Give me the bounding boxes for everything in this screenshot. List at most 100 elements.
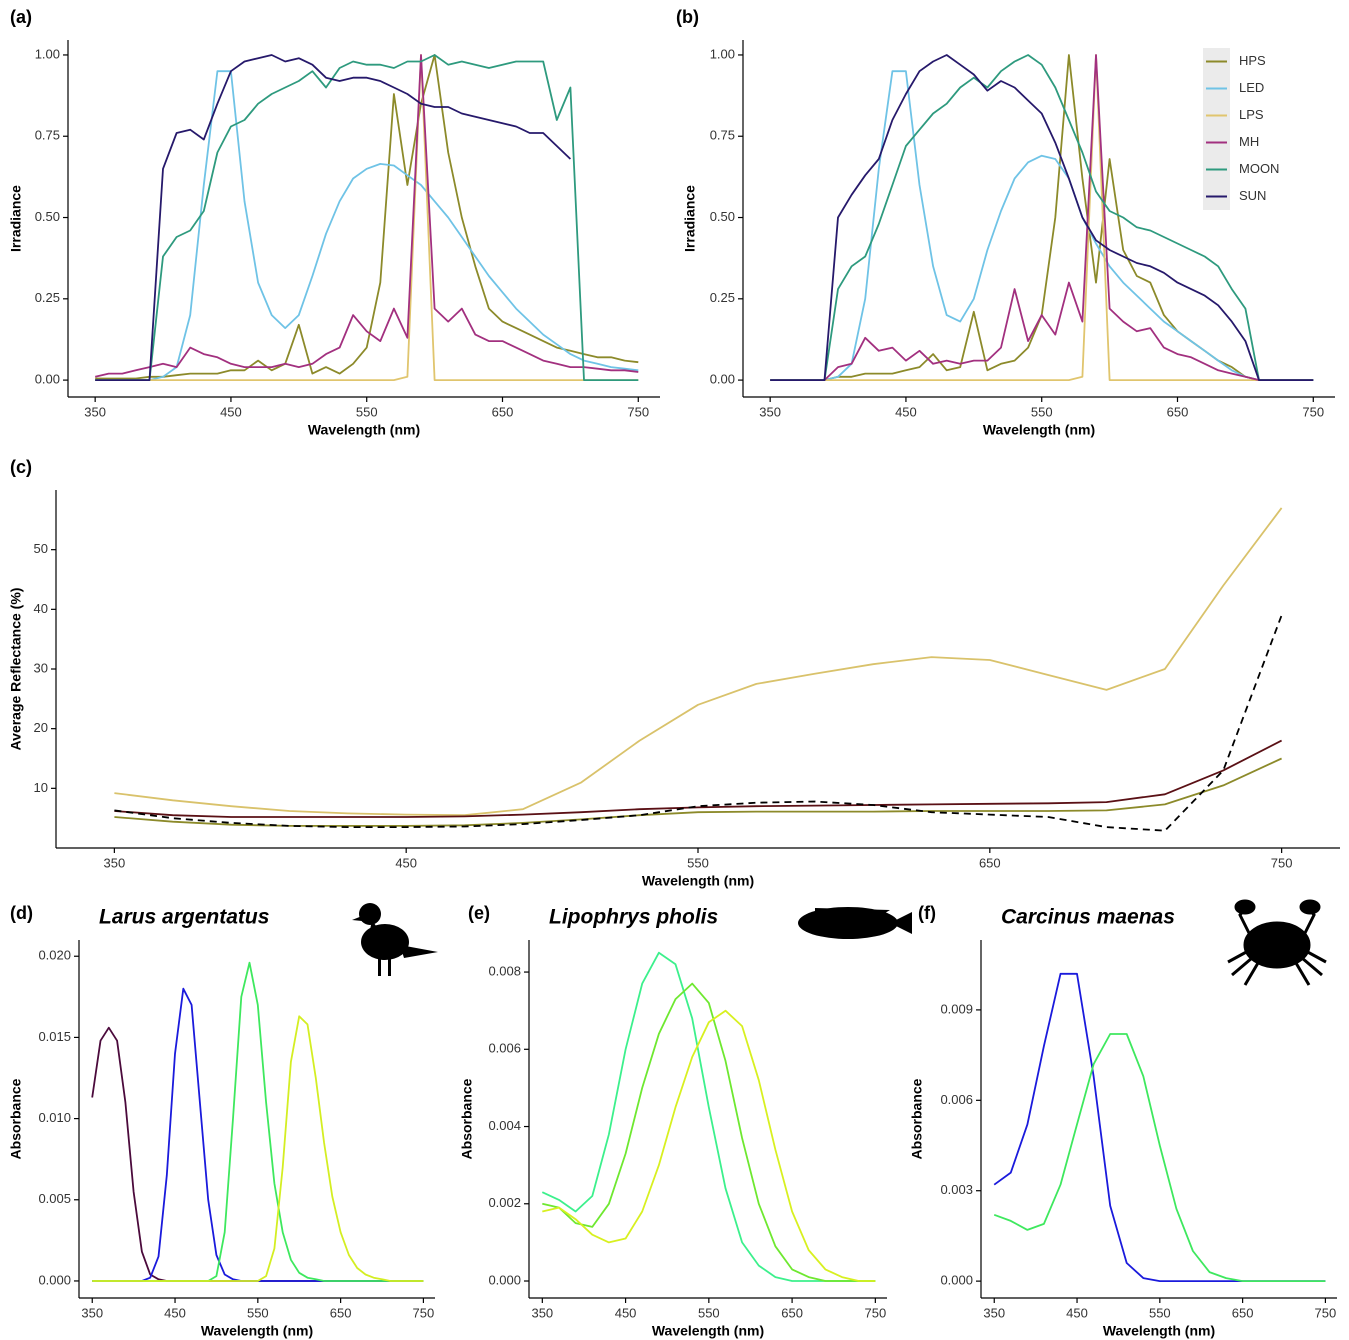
legend-label: HPS <box>1239 53 1266 68</box>
panel-title: Lipophrys pholis <box>549 906 718 929</box>
x-tick-label: 750 <box>1302 404 1324 419</box>
legend: HPS LED LPS MH MOON SUN <box>1203 48 1279 210</box>
x-axis-title: Wavelength (nm) <box>642 873 754 889</box>
y-tick-label: 50 <box>34 541 48 556</box>
x-tick-label: 450 <box>220 404 242 419</box>
legend-label: SUN <box>1239 188 1266 203</box>
x-tick-label: 350 <box>104 855 126 870</box>
x-tick-label: 450 <box>164 1305 186 1320</box>
series-line <box>770 54 1314 381</box>
y-tick-label: 0.020 <box>38 948 71 963</box>
y-axis-title: Absorbance <box>8 1078 24 1159</box>
panel-label: (e) <box>468 903 490 923</box>
y-tick-label: 0.006 <box>940 1092 973 1107</box>
series-line <box>95 54 639 380</box>
x-tick-label: 750 <box>1315 1305 1337 1320</box>
y-tick-label: 0.25 <box>35 290 60 305</box>
panel: 350 450 550 650 750 0.00 0.25 0.50 0.75 1.00 Wavel… <box>676 7 1335 438</box>
series-line <box>114 507 1283 817</box>
x-axis-title: Wavelength (nm) <box>308 422 420 438</box>
series-line <box>770 54 1314 381</box>
y-tick-label: 0.009 <box>940 1001 973 1016</box>
series-line <box>95 54 639 381</box>
x-tick-label: 350 <box>531 1305 553 1320</box>
y-axis-title: Absorbance <box>459 1078 475 1159</box>
y-tick-label: 0.008 <box>488 963 521 978</box>
series-line <box>770 54 1314 381</box>
y-tick-label: 20 <box>34 720 48 735</box>
series-line <box>541 951 876 1282</box>
y-axis-title: Average Reflectance (%) <box>8 588 24 751</box>
y-tick-label: 40 <box>34 601 48 616</box>
x-axis-title: Wavelength (nm) <box>652 1323 764 1339</box>
x-tick-label: 650 <box>781 1305 803 1320</box>
panel-label: (a) <box>10 7 32 27</box>
x-tick-label: 750 <box>1271 855 1293 870</box>
y-tick-label: 0.010 <box>38 1110 71 1125</box>
y-tick-label: 0.50 <box>35 209 60 224</box>
legend-key-bg <box>1203 48 1230 210</box>
x-axis-title: Wavelength (nm) <box>1103 1323 1215 1339</box>
x-tick-label: 350 <box>759 404 781 419</box>
x-tick-label: 450 <box>895 404 917 419</box>
panel-label: (b) <box>676 7 699 27</box>
x-axis-title: Wavelength (nm) <box>201 1323 313 1339</box>
x-tick-label: 450 <box>615 1305 637 1320</box>
x-tick-label: 550 <box>687 855 709 870</box>
x-tick-label: 750 <box>413 1305 435 1320</box>
series-line <box>95 54 572 381</box>
y-tick-label: 0.003 <box>940 1182 973 1197</box>
x-tick-label: 350 <box>81 1305 103 1320</box>
y-tick-label: 0.75 <box>35 128 60 143</box>
y-axis-title: Irradiance <box>682 185 698 252</box>
y-tick-label: 30 <box>34 660 48 675</box>
y-tick-label: 1.00 <box>35 46 60 61</box>
x-tick-label: 450 <box>395 855 417 870</box>
x-tick-label: 650 <box>330 1305 352 1320</box>
gull-silhouette <box>352 903 438 976</box>
series-line <box>114 614 1283 832</box>
y-tick-label: 0.75 <box>710 128 735 143</box>
x-tick-label: 650 <box>1167 404 1189 419</box>
y-tick-label: 0.00 <box>710 372 735 387</box>
x-tick-label: 550 <box>1149 1305 1171 1320</box>
x-tick-label: 550 <box>356 404 378 419</box>
y-tick-label: 10 <box>34 780 48 795</box>
y-tick-label: 0.005 <box>38 1191 71 1206</box>
x-tick-label: 550 <box>247 1305 269 1320</box>
legend-label: MOON <box>1239 161 1279 176</box>
y-tick-label: 0.000 <box>38 1272 71 1287</box>
series-line <box>95 70 639 381</box>
panel: 350 450 550 650 750 0.00 0.25 0.50 0.75 1.00 Wavel… <box>8 7 660 438</box>
panel: 350 450 550 650 750 0.000 0.003 0.006 0.009 Wavel… <box>909 903 1337 1339</box>
y-tick-label: 0.00 <box>35 372 60 387</box>
y-tick-label: 0.000 <box>488 1272 521 1287</box>
y-tick-label: 1.00 <box>710 46 735 61</box>
panel: 350 450 550 650 750 10 20 30 40 50 Wavelength (nm)… <box>8 457 1340 889</box>
series-line <box>542 982 876 1282</box>
y-tick-label: 0.015 <box>38 1029 71 1044</box>
series-line <box>94 54 639 378</box>
y-axis-title: Absorbance <box>909 1078 925 1159</box>
y-tick-label: 0.50 <box>710 209 735 224</box>
x-tick-label: 550 <box>1031 404 1053 419</box>
panel-label: (d) <box>10 903 33 923</box>
series-line <box>770 54 1314 381</box>
x-tick-label: 350 <box>983 1305 1005 1320</box>
panel-title: Carcinus maenas <box>1001 906 1175 929</box>
series-line <box>770 70 1314 381</box>
y-axis-title: Irradiance <box>8 185 24 252</box>
x-tick-label: 650 <box>1232 1305 1254 1320</box>
y-tick-label: 0.004 <box>488 1118 521 1133</box>
series-line <box>92 987 424 1282</box>
y-tick-label: 0.006 <box>488 1041 521 1056</box>
x-tick-label: 550 <box>698 1305 720 1320</box>
series-line <box>92 961 424 1282</box>
series-line <box>542 1009 876 1282</box>
panel-label: (f) <box>918 903 936 923</box>
crab-silhouette <box>1227 899 1327 986</box>
panel: 350 450 550 650 750 0.000 0.002 0.004 0.006 0.008… <box>459 903 887 1339</box>
y-tick-label: 0.000 <box>940 1273 973 1288</box>
panel-title: Larus argentatus <box>99 906 269 929</box>
